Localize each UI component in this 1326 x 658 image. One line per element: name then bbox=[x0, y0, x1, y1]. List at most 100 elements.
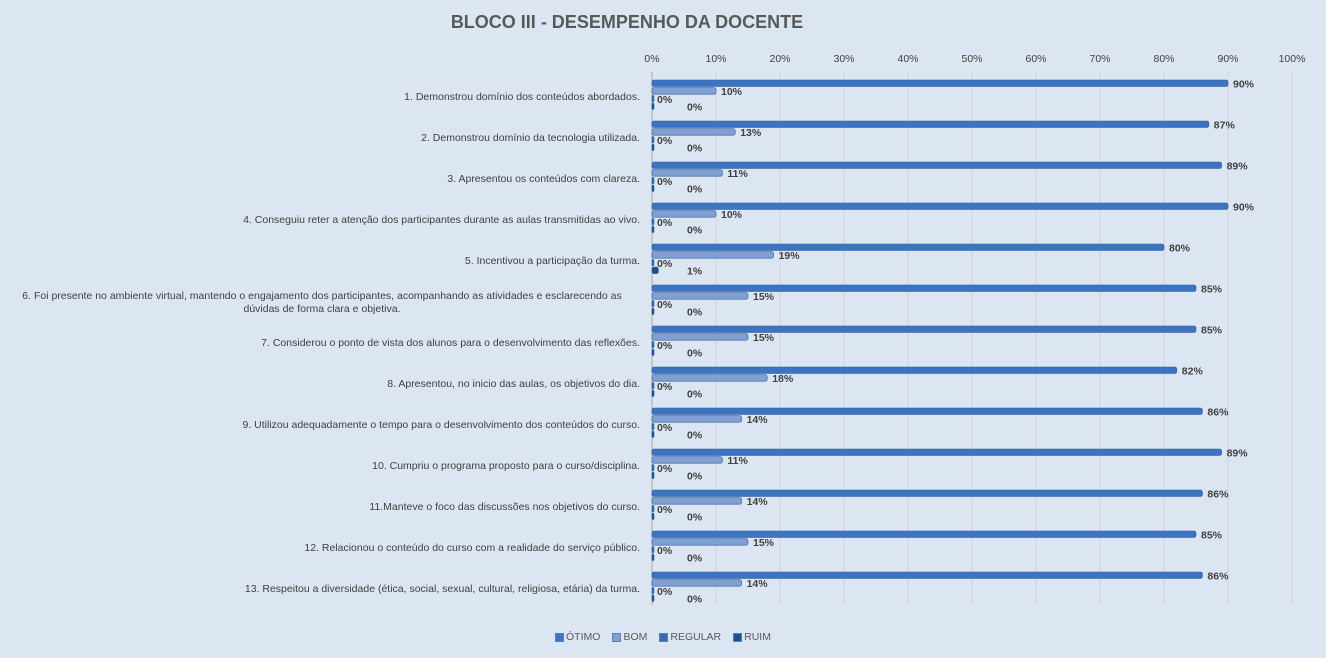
data-label: 80% bbox=[1169, 243, 1191, 255]
x-tick-label: 30% bbox=[833, 53, 854, 65]
data-label: 0% bbox=[687, 102, 703, 114]
bar-regular bbox=[651, 341, 655, 349]
data-label: 10% bbox=[721, 209, 743, 221]
data-label: 14% bbox=[747, 414, 769, 426]
data-label: 10% bbox=[721, 86, 743, 98]
legend-label: RUIM bbox=[744, 631, 771, 643]
data-label: 89% bbox=[1227, 161, 1249, 173]
data-label: 15% bbox=[753, 291, 775, 303]
legend: ÓTIMO BOM REGULAR RUIM bbox=[0, 631, 1326, 645]
bar-ruim bbox=[651, 553, 655, 561]
bar-ótimo bbox=[651, 202, 1229, 210]
bar-bom bbox=[651, 374, 768, 382]
data-label: 0% bbox=[657, 422, 673, 434]
data-label: 85% bbox=[1201, 530, 1223, 542]
data-label: 1% bbox=[687, 266, 703, 278]
data-label: 11% bbox=[727, 168, 748, 180]
category-label: 1. Demonstrou domínio dos conteúdos abor… bbox=[404, 91, 640, 103]
category-label: 10. Cumpriu o programa proposto para o c… bbox=[372, 460, 640, 472]
bar-ruim bbox=[651, 143, 655, 151]
x-tick-label: 10% bbox=[705, 53, 726, 65]
bar-ótimo bbox=[651, 243, 1165, 251]
data-label: 13% bbox=[740, 127, 762, 139]
legend-label: REGULAR bbox=[670, 631, 722, 643]
data-label: 0% bbox=[687, 348, 703, 360]
bar-ruim bbox=[651, 307, 655, 315]
legend-swatch bbox=[555, 632, 565, 642]
legend-item: BOM bbox=[612, 631, 647, 643]
bar-bom bbox=[651, 333, 749, 341]
bar-bom bbox=[651, 497, 742, 505]
legend-item: ÓTIMO bbox=[555, 631, 600, 643]
data-label: 14% bbox=[747, 578, 769, 590]
legend-label: BOM bbox=[623, 631, 648, 643]
category-label: 7. Considerou o ponto de vista dos aluno… bbox=[261, 337, 640, 349]
data-label: 90% bbox=[1233, 202, 1255, 214]
bar-ótimo bbox=[651, 284, 1197, 292]
bar-regular bbox=[651, 300, 655, 308]
bar-ótimo bbox=[651, 120, 1210, 128]
category-label: 12. Relacionou o conteúdo do curso com a… bbox=[304, 542, 640, 554]
data-label: 86% bbox=[1207, 489, 1229, 501]
bar-ruim bbox=[651, 266, 659, 274]
bar-ruim bbox=[651, 102, 655, 110]
bar-ótimo bbox=[651, 571, 1203, 579]
bar-ruim bbox=[651, 471, 655, 479]
legend-swatch bbox=[659, 632, 669, 642]
bar-ruim bbox=[651, 348, 655, 356]
data-label: 0% bbox=[657, 217, 673, 229]
legend-label: ÓTIMO bbox=[566, 631, 601, 643]
x-tick-label: 40% bbox=[897, 53, 918, 65]
data-label: 0% bbox=[657, 340, 673, 352]
data-label: 89% bbox=[1227, 448, 1249, 460]
bar-bom bbox=[651, 128, 736, 136]
bar-regular bbox=[651, 177, 655, 185]
category-label: 13. Respeitou a diversidade (ética, soci… bbox=[244, 583, 640, 595]
bar-ruim bbox=[651, 389, 655, 397]
bar-bom bbox=[651, 87, 717, 95]
bar-ruim bbox=[651, 430, 655, 438]
category-label: 3. Apresentou os conteúdos com clareza. bbox=[447, 173, 640, 185]
data-label: 15% bbox=[753, 332, 775, 344]
data-label: 0% bbox=[687, 307, 703, 319]
bar-ótimo bbox=[651, 407, 1203, 415]
bar-bom bbox=[651, 415, 742, 423]
bar-bom bbox=[651, 210, 717, 218]
data-label: 0% bbox=[687, 143, 703, 155]
data-label: 86% bbox=[1207, 407, 1229, 419]
bar-ruim bbox=[651, 512, 655, 520]
data-label: 0% bbox=[687, 471, 703, 483]
bar-bom bbox=[651, 251, 774, 259]
bar-bom bbox=[651, 169, 723, 177]
x-tick-label: 20% bbox=[769, 53, 790, 65]
data-label: 0% bbox=[687, 184, 703, 196]
bar-ruim bbox=[651, 184, 655, 192]
data-label: 14% bbox=[747, 496, 769, 508]
bar-ótimo bbox=[651, 489, 1203, 497]
bar-regular bbox=[651, 505, 655, 513]
x-tick-label: 100% bbox=[1279, 53, 1306, 65]
data-label: 18% bbox=[772, 373, 794, 385]
bar-regular bbox=[651, 587, 655, 595]
chart-title: BLOCO III - DESEMPENHO DA DOCENTE bbox=[450, 12, 804, 32]
x-tick-label: 50% bbox=[961, 53, 982, 65]
bar-ruim bbox=[651, 225, 655, 233]
bar-regular bbox=[651, 464, 655, 472]
data-label: 86% bbox=[1207, 571, 1229, 583]
x-tick-label: 80% bbox=[1153, 53, 1174, 65]
data-label: 82% bbox=[1182, 366, 1204, 378]
bar-bom bbox=[651, 456, 723, 464]
bar-ótimo bbox=[651, 325, 1197, 333]
category-label: 2. Demonstrou domínio da tecnologia util… bbox=[421, 132, 640, 144]
data-label: 0% bbox=[687, 594, 703, 606]
bar-ótimo bbox=[651, 161, 1222, 169]
legend-swatch bbox=[612, 632, 622, 642]
category-label: 4. Conseguiu reter a atenção dos partici… bbox=[243, 214, 640, 226]
data-label: 90% bbox=[1233, 79, 1255, 91]
data-label: 85% bbox=[1201, 325, 1223, 337]
bar-regular bbox=[651, 259, 655, 267]
data-label: 85% bbox=[1201, 284, 1223, 296]
data-label: 0% bbox=[657, 94, 673, 106]
bar-regular bbox=[651, 382, 655, 390]
